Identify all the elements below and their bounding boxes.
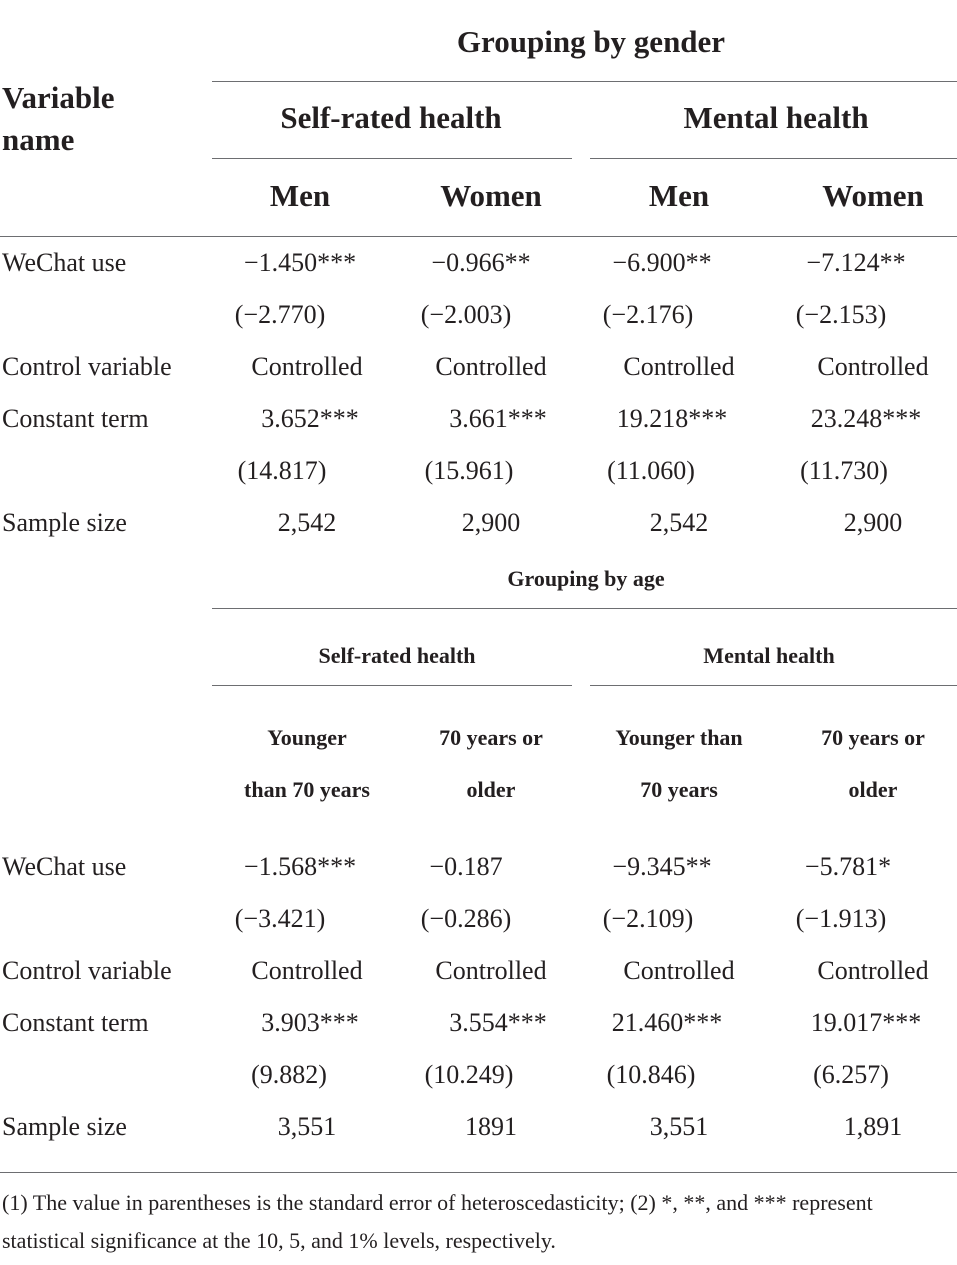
age-col-younger-mental-line2: 70 years <box>640 777 718 802</box>
age-col-younger-mental-line1: Younger than <box>615 725 743 750</box>
table-footnote: (1) The value in parentheses is the stan… <box>2 1190 873 1253</box>
age-constant-coef-3: 21.460*** <box>611 1008 723 1037</box>
age-constant-se-3: (10.846) <box>606 1060 696 1089</box>
age-wechat-coef-4: −5.781* <box>804 852 892 881</box>
age-col-older-self-line1: 70 years or <box>439 725 543 750</box>
gender-self-rated-rule <box>212 158 572 159</box>
gender-constant-se-2: (15.961) <box>424 456 514 485</box>
age-row-label-wechat: WeChat use <box>2 852 127 881</box>
age-control-3: Controlled <box>623 956 735 985</box>
gender-col-men-mental: Men <box>648 178 710 213</box>
gender-constant-coef-3: 19.218*** <box>616 404 728 433</box>
gender-col-men-self: Men <box>269 178 331 213</box>
gender-control-1: Controlled <box>251 352 363 381</box>
gender-col-women-self: Women <box>440 178 542 213</box>
age-row-label-constant: Constant term <box>2 1008 149 1037</box>
age-constant-coef-4: 19.017*** <box>810 1008 922 1037</box>
gender-constant-se-1: (14.817) <box>237 456 327 485</box>
gender-wechat-coef-1: −1.450*** <box>243 248 357 277</box>
gender-constant-se-3: (11.060) <box>607 456 695 485</box>
gender-control-3: Controlled <box>623 352 735 381</box>
age-wechat-coef-1: −1.568*** <box>243 852 357 881</box>
age-self-rated-rule <box>212 685 572 686</box>
variable-name-header-line1: Variable <box>2 80 115 115</box>
gender-row-label-constant: Constant term <box>2 404 149 433</box>
age-constant-se-2: (10.249) <box>424 1060 514 1089</box>
gender-wechat-se-1: (−2.770) <box>234 300 326 329</box>
age-sample-2: 1891 <box>465 1112 517 1141</box>
age-control-1: Controlled <box>251 956 363 985</box>
gender-row-label-control: Control variable <box>2 352 172 381</box>
age-constant-coef-2: 3.554*** <box>449 1008 547 1037</box>
gender-sample-4: 2,900 <box>843 508 903 537</box>
age-col-younger-self-line1: Younger <box>267 725 347 750</box>
table-bottom-rule <box>0 1172 957 1173</box>
age-row-label-sample: Sample size <box>2 1112 127 1141</box>
age-wechat-se-1: (−3.421) <box>234 904 326 933</box>
gender-col-women-mental: Women <box>822 178 924 213</box>
age-wechat-coef-3: −9.345** <box>612 852 712 881</box>
gender-control-2: Controlled <box>435 352 547 381</box>
gender-mental-rule <box>590 158 957 159</box>
gender-wechat-se-4: (−2.153) <box>795 300 887 329</box>
gender-mental-header: Mental health <box>683 100 869 135</box>
gender-sample-2: 2,900 <box>461 508 521 537</box>
gender-wechat-coef-4: −7.124** <box>806 248 906 277</box>
gender-row-label-wechat: WeChat use <box>2 248 127 277</box>
gender-sample-3: 2,542 <box>649 508 709 537</box>
age-sample-3: 3,551 <box>649 1112 709 1141</box>
age-wechat-coef-2: −0.187 <box>429 852 503 881</box>
age-col-older-mental-line1: 70 years or <box>821 725 925 750</box>
age-wechat-se-4: (−1.913) <box>795 904 887 933</box>
age-wechat-se-3: (−2.109) <box>602 904 694 933</box>
gender-constant-coef-1: 3.652*** <box>261 404 359 433</box>
gender-wechat-coef-3: −6.900** <box>612 248 712 277</box>
age-self-rated-header: Self-rated health <box>318 643 476 668</box>
age-col-younger-self-line2: than 70 years <box>244 777 370 802</box>
age-constant-coef-1: 3.903*** <box>261 1008 359 1037</box>
age-wechat-se-2: (−0.286) <box>420 904 512 933</box>
gender-group-title: Grouping by gender <box>456 24 726 59</box>
gender-control-4: Controlled <box>817 352 929 381</box>
age-constant-se-4: (6.257) <box>813 1060 889 1089</box>
gender-constant-coef-2: 3.661*** <box>449 404 547 433</box>
age-sample-4: 1,891 <box>843 1112 903 1141</box>
age-col-older-mental-line2: older <box>848 777 898 802</box>
gender-sample-1: 2,542 <box>277 508 337 537</box>
gender-wechat-se-2: (−2.003) <box>420 300 512 329</box>
age-control-2: Controlled <box>435 956 547 985</box>
gender-wechat-coef-2: −0.966** <box>431 248 531 277</box>
age-mental-header: Mental health <box>703 643 835 668</box>
gender-row-label-sample: Sample size <box>2 508 127 537</box>
age-constant-se-1: (9.882) <box>251 1060 327 1089</box>
gender-title-rule <box>212 81 957 82</box>
age-sample-1: 3,551 <box>277 1112 337 1141</box>
gender-wechat-se-3: (−2.176) <box>602 300 694 329</box>
gender-self-rated-header: Self-rated health <box>280 100 502 135</box>
age-control-4: Controlled <box>817 956 929 985</box>
gender-header-bottom-rule <box>0 236 957 237</box>
age-row-label-control: Control variable <box>2 956 172 985</box>
age-mental-rule <box>590 685 957 686</box>
variable-name-header-line2: name <box>2 122 75 157</box>
gender-constant-coef-4: 23.248*** <box>810 404 922 433</box>
gender-constant-se-4: (11.730) <box>800 456 888 485</box>
age-col-older-self-line2: older <box>466 777 516 802</box>
age-title-rule <box>212 608 957 609</box>
age-group-title: Grouping by age <box>507 566 665 591</box>
